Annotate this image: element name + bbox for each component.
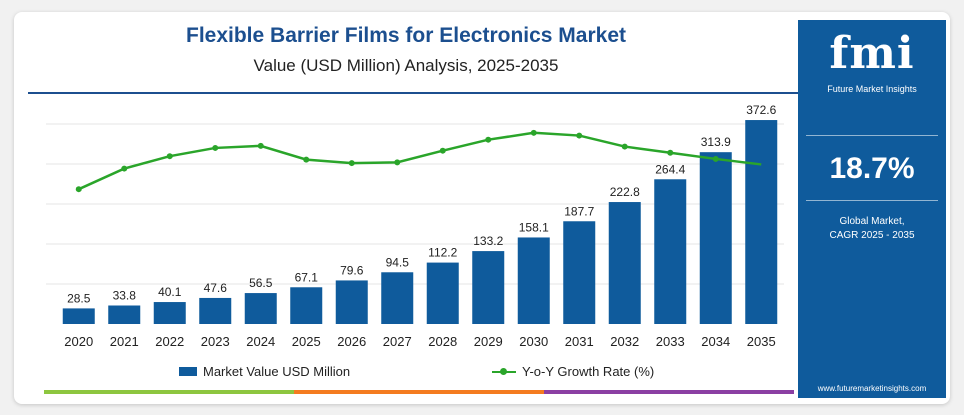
bar-value-label: 264.4 <box>655 162 685 176</box>
bar-value-label: 313.9 <box>701 135 731 149</box>
bar <box>199 297 232 324</box>
bar-value-label: 56.5 <box>249 276 273 290</box>
x-tick-label: 2026 <box>337 334 366 349</box>
x-tick-label: 2031 <box>565 334 594 349</box>
bar-value-label: 47.6 <box>204 281 228 295</box>
bar <box>381 272 414 324</box>
growth-point <box>394 159 401 166</box>
bar <box>244 293 277 324</box>
bar-value-label: 372.6 <box>746 103 776 117</box>
x-tick-label: 2024 <box>246 334 275 349</box>
x-tick-label: 2034 <box>701 334 730 349</box>
legend-bar-label: Market Value USD Million <box>203 364 351 379</box>
growth-point <box>166 153 173 160</box>
bar <box>153 302 186 324</box>
legend-bar: Market Value USD Million <box>179 364 350 379</box>
x-tick-label: 2021 <box>110 334 139 349</box>
chart-plot: 28.5 2020 33.8 2021 40.1 2022 47.6 2023 56.5 2024… <box>46 103 784 349</box>
chart-title: Flexible Barrier Films for Electronics M… <box>186 24 626 47</box>
cagr-label-period: CAGR 2025 - 2035 <box>829 230 915 241</box>
x-tick-label: 2020 <box>64 334 93 349</box>
title-divider <box>28 92 798 94</box>
sidebar-panel: fmi Future Market Insights 18.7% Global … <box>798 20 946 398</box>
x-tick-label: 2025 <box>292 334 321 349</box>
bar <box>472 251 505 324</box>
growth-point <box>712 155 719 162</box>
bar <box>654 179 687 324</box>
x-tick-label: 2030 <box>519 334 548 349</box>
legend-bar-swatch <box>179 367 197 376</box>
x-tick-label: 2022 <box>155 334 184 349</box>
bar-value-label: 94.5 <box>386 255 410 269</box>
bar <box>335 280 368 324</box>
bar <box>699 152 732 324</box>
bar-value-label: 33.8 <box>113 288 137 302</box>
growth-point <box>121 165 128 172</box>
bar-value-label: 158.1 <box>519 220 549 234</box>
x-tick-label: 2029 <box>474 334 503 349</box>
bar <box>608 202 641 324</box>
bar-value-label: 187.7 <box>564 204 594 218</box>
growth-point <box>621 143 628 150</box>
growth-point <box>576 132 583 139</box>
x-tick-label: 2035 <box>747 334 776 349</box>
bar-value-label: 79.6 <box>340 263 364 277</box>
chart-card: Flexible Barrier Films for Electronics M… <box>14 12 950 404</box>
bar <box>108 305 141 324</box>
growth-point <box>530 129 537 136</box>
bar-value-label: 67.1 <box>295 270 319 284</box>
logo-caption: Future Market Insights <box>827 84 917 94</box>
website-link[interactable]: www.futuremarketinsights.com <box>817 384 927 393</box>
growth-point <box>667 149 674 156</box>
bar-value-label: 112.2 <box>428 246 457 260</box>
growth-point <box>75 186 82 193</box>
growth-point <box>439 147 446 154</box>
fmi-logo: fmi <box>829 28 915 79</box>
bar-value-label: 40.1 <box>158 285 182 299</box>
chart-subtitle: Value (USD Million) Analysis, 2025-2035 <box>253 56 559 75</box>
sidebar-divider-bottom <box>806 200 938 201</box>
cagr-label-market: Global Market, <box>839 216 905 227</box>
bar <box>290 287 323 324</box>
bar <box>517 237 550 324</box>
growth-point <box>485 136 492 143</box>
sidebar-divider-top <box>806 135 938 136</box>
bar <box>563 221 596 324</box>
growth-point <box>257 142 264 149</box>
bar <box>62 308 95 324</box>
growth-point <box>212 144 219 151</box>
cagr-value: 18.7% <box>829 152 915 185</box>
x-tick-label: 2032 <box>610 334 639 349</box>
x-tick-label: 2023 <box>201 334 230 349</box>
bar-value-label: 133.2 <box>473 234 503 248</box>
legend-line: Y-o-Y Growth Rate (%) <box>492 364 654 379</box>
legend-line-label: Y-o-Y Growth Rate (%) <box>522 364 655 379</box>
x-tick-label: 2027 <box>383 334 412 349</box>
growth-point <box>348 160 355 167</box>
footer-color-bar <box>44 390 794 394</box>
x-tick-label: 2028 <box>428 334 457 349</box>
bar-value-label: 222.8 <box>610 185 640 199</box>
bar <box>426 262 459 324</box>
legend-line-swatch <box>492 367 516 375</box>
x-tick-label: 2033 <box>656 334 685 349</box>
bar <box>745 120 778 324</box>
growth-line <box>78 131 762 191</box>
growth-point <box>303 156 310 163</box>
bar-value-label: 28.5 <box>67 291 91 305</box>
